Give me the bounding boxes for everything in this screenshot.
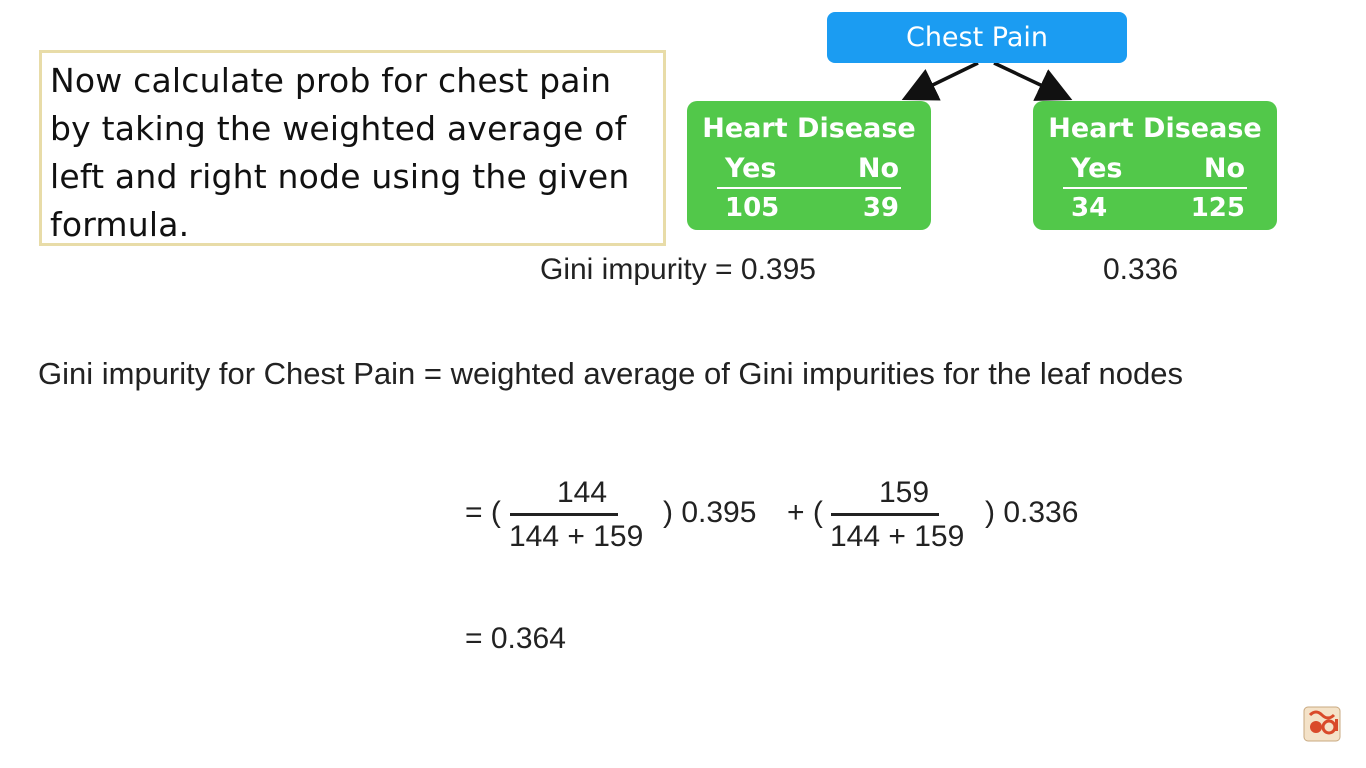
leaf-right-col-yes: Yes [1071,153,1123,184]
leaf-left-title: Heart Disease [702,113,916,144]
formula-open-2: + ( [787,496,823,529]
root-node-chest-pain: Chest Pain [827,12,1127,63]
formula-numerator-1: 144 [557,476,608,509]
leaf-node-right: Heart Disease Yes No 34 125 [1033,101,1277,230]
edge-right-arrow [993,61,1073,101]
weighted-average-formula: = ( 144 144 + 159 ) 0.395 + ( 159 144 + … [465,476,1145,556]
leaf-left-col-no: No [857,153,899,184]
root-node-label: Chest Pain [905,22,1049,53]
leaf-node-left: Heart Disease Yes No 105 39 [687,101,931,230]
leaf-right-col-no: No [1203,153,1245,184]
instruction-text: Now calculate prob for chest pain by tak… [50,61,630,244]
formula-denominator-1: 144 + 159 [509,520,644,553]
leaf-right-no-value: 125 [1190,193,1245,223]
leaf-left-divider [717,187,901,189]
leaf-right-yes-value: 34 [1071,193,1108,223]
leaf-left-col-yes: Yes [725,153,777,184]
instruction-note: Now calculate prob for chest pain by tak… [39,50,666,246]
formula-open-1: = ( [465,496,501,529]
formula-close-1: ) 0.395 [663,496,757,529]
result-value: = 0.364 [465,622,566,655]
statement-text: Gini impurity for Chest Pain = weighted … [38,356,1183,391]
leaf-left-yes-value: 105 [725,193,780,223]
fraction-bar-1 [510,513,618,516]
leaf-right-divider [1063,187,1247,189]
leaf-left-no-value: 39 [862,193,899,223]
formula-denominator-2: 144 + 159 [830,520,965,553]
leaf-right-title: Heart Disease [1048,113,1262,144]
edge-left-arrow [901,61,979,101]
channel-logo-icon [1303,706,1341,742]
fraction-bar-2 [831,513,939,516]
gini-right-label: 0.336 [1103,253,1179,286]
gini-left-label: Gini impurity = 0.395 [540,253,816,286]
formula-close-2: ) 0.336 [985,496,1079,529]
formula-numerator-2: 159 [879,476,930,509]
